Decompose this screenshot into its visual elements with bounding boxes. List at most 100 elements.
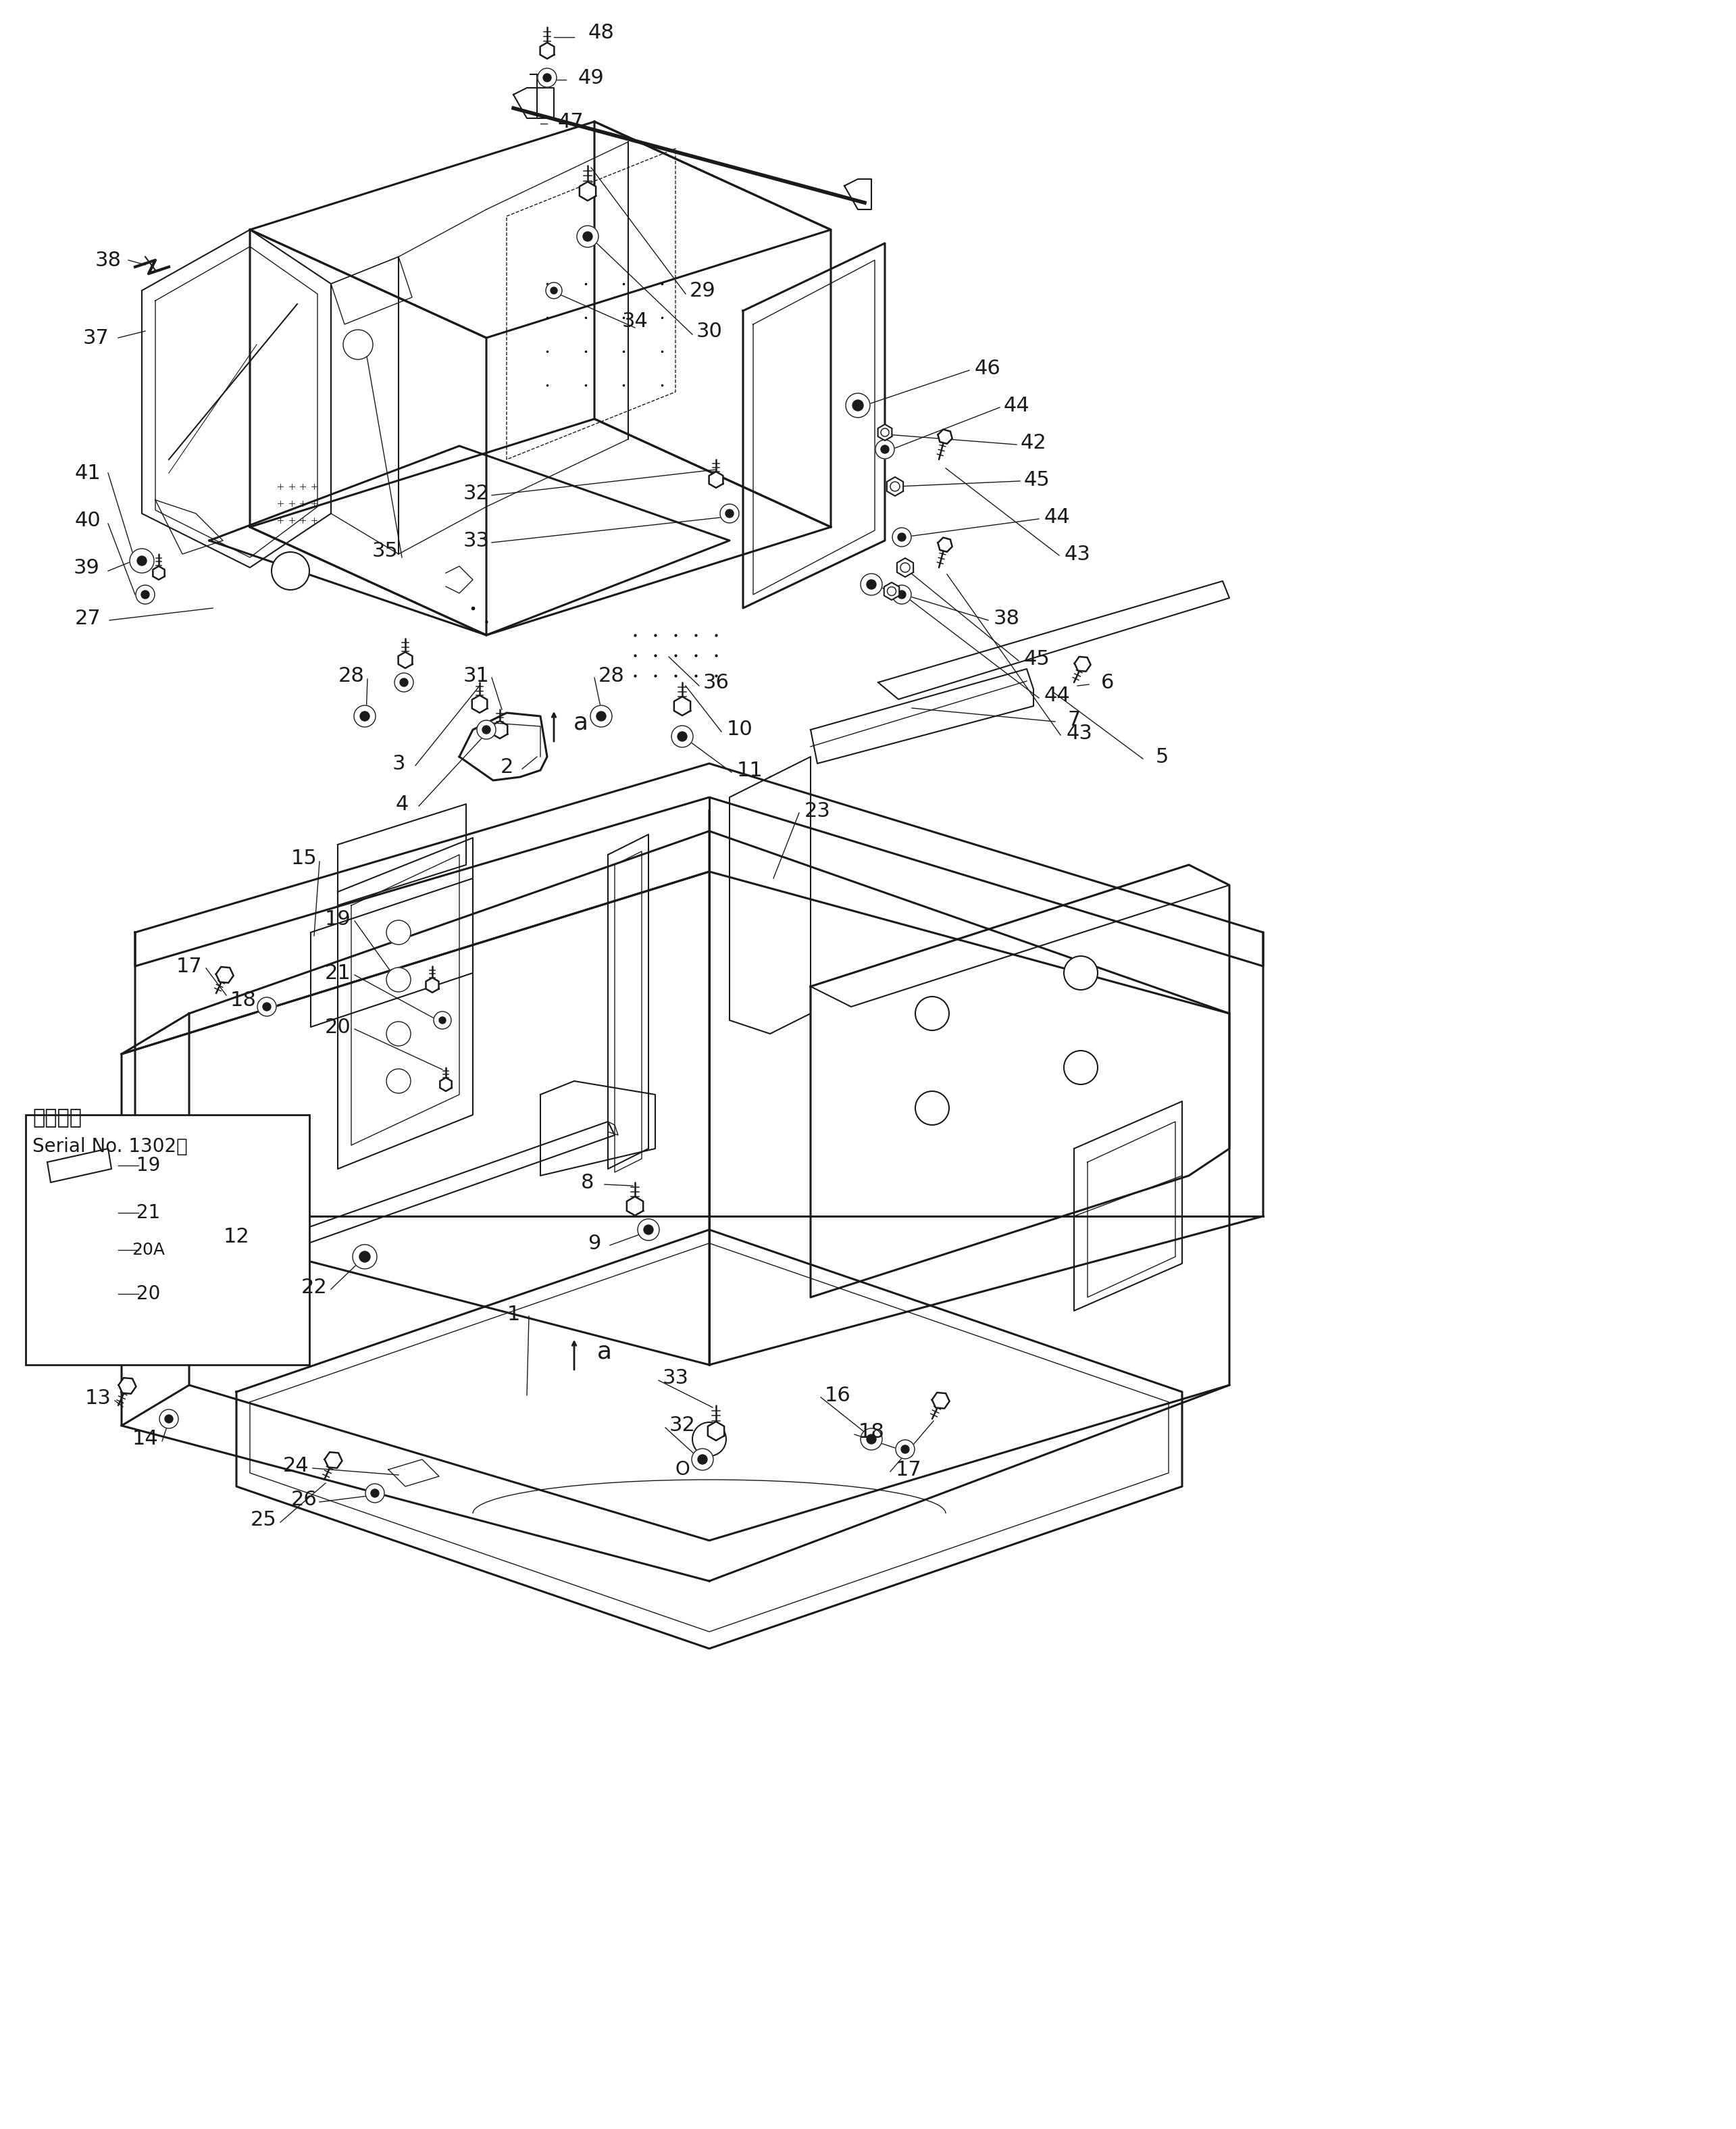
Text: 1: 1 xyxy=(507,1305,519,1324)
Circle shape xyxy=(543,75,552,81)
Text: 46: 46 xyxy=(974,358,1000,379)
Polygon shape xyxy=(887,477,903,496)
Circle shape xyxy=(691,1448,713,1471)
Text: 45: 45 xyxy=(1024,649,1050,669)
Circle shape xyxy=(545,283,562,298)
Circle shape xyxy=(898,532,906,541)
Circle shape xyxy=(366,1484,384,1503)
Circle shape xyxy=(359,1252,370,1262)
Polygon shape xyxy=(425,977,439,992)
Text: 12: 12 xyxy=(224,1226,250,1245)
Polygon shape xyxy=(674,696,691,715)
Text: 30: 30 xyxy=(696,321,722,341)
Circle shape xyxy=(165,1416,174,1422)
Text: 23: 23 xyxy=(804,801,830,820)
Text: 26: 26 xyxy=(292,1490,318,1509)
Circle shape xyxy=(915,996,950,1030)
Circle shape xyxy=(344,330,373,360)
Text: 41: 41 xyxy=(75,464,101,483)
Text: 44: 44 xyxy=(1043,507,1069,526)
Text: 20: 20 xyxy=(325,1018,351,1037)
Text: O: O xyxy=(675,1460,689,1480)
Circle shape xyxy=(698,1454,707,1465)
Circle shape xyxy=(1064,956,1097,990)
Text: 38: 38 xyxy=(993,609,1019,628)
Polygon shape xyxy=(472,696,488,713)
Circle shape xyxy=(892,585,911,605)
Text: 17: 17 xyxy=(175,956,201,975)
Text: 13: 13 xyxy=(85,1388,111,1409)
Text: 27: 27 xyxy=(75,609,101,628)
Text: 17: 17 xyxy=(896,1460,922,1480)
Circle shape xyxy=(257,996,276,1016)
Circle shape xyxy=(372,1488,378,1497)
Text: 28: 28 xyxy=(599,666,625,686)
Circle shape xyxy=(852,400,863,411)
Text: 7: 7 xyxy=(1068,709,1080,730)
Text: 5: 5 xyxy=(1154,747,1168,766)
Circle shape xyxy=(726,509,734,517)
Text: 45: 45 xyxy=(1024,471,1050,490)
Text: 19: 19 xyxy=(137,1156,160,1175)
Text: 適用号機: 適用号機 xyxy=(33,1107,82,1128)
Text: 33: 33 xyxy=(464,530,490,549)
Polygon shape xyxy=(153,566,165,579)
Circle shape xyxy=(866,1435,877,1443)
Text: 42: 42 xyxy=(1021,432,1047,451)
Text: 32: 32 xyxy=(464,483,490,502)
Text: 11: 11 xyxy=(736,760,762,779)
Polygon shape xyxy=(580,181,595,200)
Polygon shape xyxy=(878,424,892,441)
Text: 39: 39 xyxy=(73,558,99,577)
Circle shape xyxy=(845,394,870,417)
Text: 6: 6 xyxy=(1101,673,1115,692)
Circle shape xyxy=(861,1429,882,1450)
Circle shape xyxy=(160,1409,179,1429)
Circle shape xyxy=(352,1245,377,1269)
Polygon shape xyxy=(884,583,899,600)
Circle shape xyxy=(62,1207,73,1218)
Polygon shape xyxy=(1075,656,1090,671)
Text: a: a xyxy=(573,711,589,735)
Text: 28: 28 xyxy=(339,666,365,686)
Text: 19: 19 xyxy=(325,909,351,928)
Text: a: a xyxy=(597,1339,613,1363)
Circle shape xyxy=(896,1439,915,1458)
Polygon shape xyxy=(215,967,233,984)
Text: 3: 3 xyxy=(392,754,404,773)
Text: 47: 47 xyxy=(557,113,583,132)
Circle shape xyxy=(915,1092,950,1124)
Circle shape xyxy=(637,1220,660,1241)
Circle shape xyxy=(901,1446,910,1454)
Circle shape xyxy=(538,68,557,87)
Circle shape xyxy=(262,1003,271,1011)
Circle shape xyxy=(434,1011,451,1028)
Circle shape xyxy=(644,1224,653,1235)
Circle shape xyxy=(892,528,911,547)
Text: 24: 24 xyxy=(283,1456,309,1475)
Polygon shape xyxy=(493,722,507,739)
Text: 32: 32 xyxy=(668,1416,696,1435)
Polygon shape xyxy=(64,1305,78,1320)
Text: 15: 15 xyxy=(292,847,318,869)
Circle shape xyxy=(861,573,882,596)
Text: 38: 38 xyxy=(95,251,122,270)
Polygon shape xyxy=(398,651,413,669)
Text: 48: 48 xyxy=(589,23,615,43)
Circle shape xyxy=(354,705,375,726)
Circle shape xyxy=(135,585,155,605)
Text: 9: 9 xyxy=(589,1233,601,1254)
Polygon shape xyxy=(118,1377,135,1394)
Text: 31: 31 xyxy=(464,666,490,686)
Circle shape xyxy=(387,1022,411,1045)
Bar xyxy=(26,1116,309,1365)
Polygon shape xyxy=(708,473,722,488)
Polygon shape xyxy=(627,1196,642,1216)
Text: 34: 34 xyxy=(621,311,648,330)
Circle shape xyxy=(583,232,592,241)
Polygon shape xyxy=(325,1452,342,1469)
Circle shape xyxy=(271,551,309,590)
Polygon shape xyxy=(708,1422,724,1441)
Text: 29: 29 xyxy=(689,281,715,300)
Circle shape xyxy=(597,711,606,722)
